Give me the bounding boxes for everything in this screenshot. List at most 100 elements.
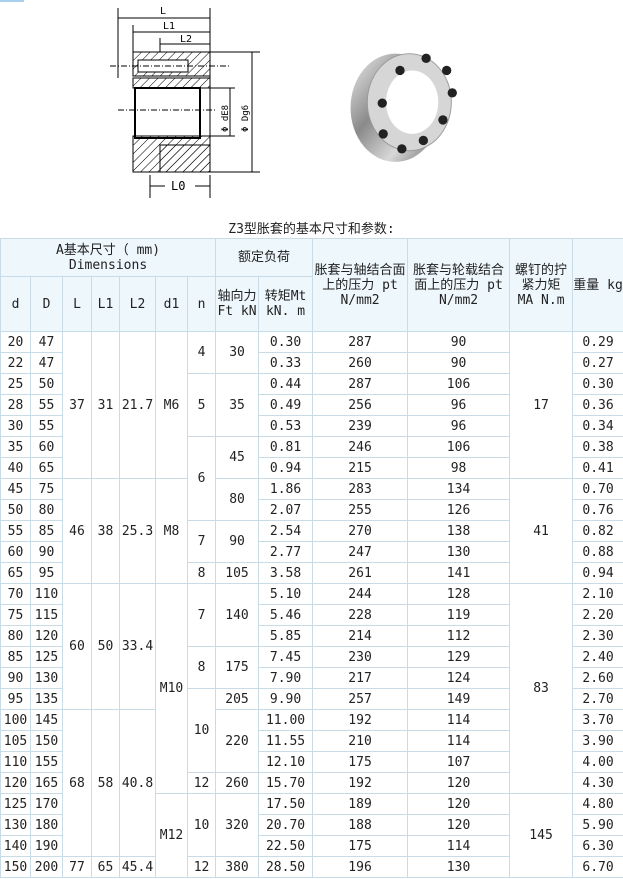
cell-D: 55 (30, 415, 63, 437)
cell-D: 47 (30, 352, 63, 374)
cell-pt-shaft: 255 (312, 499, 409, 521)
label-L1: L1 (163, 21, 175, 32)
cell-d: 110 (0, 751, 31, 773)
header-pt-hub: 胀套与轮载结合面上的压力 pt N/mm2 (407, 238, 511, 332)
label-Dg6: Φ Dg6 (241, 105, 251, 132)
cell-pt-shaft: 287 (312, 331, 409, 353)
cell-pt-hub: 112 (407, 625, 511, 647)
cell-pt-shaft: 247 (312, 541, 409, 563)
table-row: 100 145 68 58 40.8 220 11.00 192 114 3.70 (0, 709, 623, 857)
cell-pt-hub: 96 (407, 394, 511, 416)
table-row: 90 130 7.90 217 124 2.60 (0, 667, 623, 689)
table-row: 45 75 46 38 25.3 M8 80 1.86 283 134 41 0.70 (0, 478, 623, 584)
cell-d: 100 (0, 709, 31, 731)
cell-d: 80 (0, 625, 31, 647)
cell-d1: M10 (155, 583, 188, 794)
cell-mt: 0.94 (258, 457, 314, 479)
cell-d: 30 (0, 415, 31, 437)
cell-D: 180 (30, 814, 63, 836)
table-row: 22 47 0.33 260 90 0.27 (0, 352, 623, 374)
cell-kg: 4.00 (572, 751, 623, 773)
cell-kg: 0.36 (572, 394, 623, 416)
cell-d: 90 (0, 667, 31, 689)
cell-mt: 0.33 (258, 352, 314, 374)
header-pt-shaft: 胀套与轴结合面上的压力 pt N/mm2 (312, 238, 409, 332)
cell-n: 8 (186, 646, 217, 689)
cell-ft: 105 (215, 562, 260, 584)
cell-n: 5 (186, 373, 217, 437)
cell-mt: 15.70 (258, 772, 314, 794)
cell-kg: 0.94 (572, 562, 623, 584)
cell-ft: 380 (215, 856, 260, 878)
cell-pt-shaft: 270 (312, 520, 409, 542)
header-mt: 转矩Mt kN. m (258, 276, 314, 332)
cell-pt-shaft: 228 (312, 604, 409, 626)
cell-ft: 35 (215, 373, 260, 437)
cell-pt-hub: 114 (407, 709, 511, 731)
table-row: 95 135 10 205 9.90 257 149 2.70 (0, 688, 623, 773)
cell-mt: 11.00 (258, 709, 314, 731)
cell-mt: 5.46 (258, 604, 314, 626)
cell-kg: 2.70 (572, 688, 623, 710)
cell-D: 47 (30, 331, 63, 353)
cell-ft: 80 (215, 478, 260, 521)
cell-mt: 22.50 (258, 835, 314, 857)
top-accent (0, 0, 24, 2)
cell-kg: 2.30 (572, 625, 623, 647)
cell-pt-shaft: 214 (312, 625, 409, 647)
cell-d: 25 (0, 373, 31, 395)
cell-L: 68 (62, 709, 92, 857)
cell-ma: 17 (509, 331, 574, 479)
cell-L1: 65 (91, 856, 120, 878)
cell-D: 75 (30, 478, 63, 500)
cell-pt-hub: 130 (407, 541, 511, 563)
cell-D: 65 (30, 457, 63, 479)
cell-mt: 28.50 (258, 856, 314, 878)
cell-ft: 175 (215, 646, 260, 689)
cell-pt-shaft: 244 (312, 583, 409, 605)
cell-pt-hub: 141 (407, 562, 511, 584)
table-row: 150 200 77 65 45.4 12 380 28.50 196 130 6.70 (0, 856, 623, 878)
cell-pt-hub: 107 (407, 751, 511, 773)
cell-d: 140 (0, 835, 31, 857)
cell-D: 170 (30, 793, 63, 815)
table-row: 20 47 37 31 21.7 M6 4 30 0.30 287 90 17 0.29 (0, 331, 623, 479)
cell-L1: 58 (91, 709, 120, 857)
cell-D: 165 (30, 772, 63, 794)
cell-mt: 17.50 (258, 793, 314, 815)
table-body: 20 47 37 31 21.7 M6 4 30 0.30 287 90 17 0.29 22 47 0.33… (0, 331, 623, 878)
table-row: 28 55 0.49 256 96 0.36 (0, 394, 623, 416)
cell-kg: 2.60 (572, 667, 623, 689)
header-ft: 轴向力Ft kN (215, 276, 260, 332)
cell-n: 10 (186, 688, 217, 773)
cell-d: 105 (0, 730, 31, 752)
cell-d: 35 (0, 436, 31, 458)
cell-kg: 0.29 (572, 331, 623, 353)
cell-D: 155 (30, 751, 63, 773)
cell-L1: 38 (91, 478, 120, 584)
cell-D: 90 (30, 541, 63, 563)
cell-pt-hub: 126 (407, 499, 511, 521)
cell-pt-hub: 120 (407, 793, 511, 815)
cell-pt-shaft: 287 (312, 373, 409, 395)
label-dE8: Φ dE8 (221, 105, 231, 132)
cell-L2: 25.3 (119, 478, 156, 584)
cell-mt: 7.90 (258, 667, 314, 689)
cell-mt: 0.44 (258, 373, 314, 395)
cell-L: 60 (62, 583, 92, 710)
cell-d: 85 (0, 646, 31, 668)
table-row: 50 80 2.07 255 126 0.76 (0, 499, 623, 521)
table-row: 30 55 0.53 239 96 0.34 (0, 415, 623, 437)
cell-pt-hub: 130 (407, 856, 511, 878)
cell-mt: 3.58 (258, 562, 314, 584)
cell-kg: 0.38 (572, 436, 623, 458)
cell-kg: 2.20 (572, 604, 623, 626)
spec-table: A基本尺寸（ mm) Dimensions 额定负荷 胀套与轴结合面上的压力 pt… (0, 238, 623, 878)
cell-D: 200 (30, 856, 63, 878)
label-L0: L0 (171, 179, 185, 193)
cell-D: 120 (30, 625, 63, 647)
cell-pt-shaft: 192 (312, 772, 409, 794)
cell-L1: 31 (91, 331, 120, 479)
cell-kg: 0.82 (572, 520, 623, 542)
header-load: 额定负荷 (215, 238, 314, 277)
